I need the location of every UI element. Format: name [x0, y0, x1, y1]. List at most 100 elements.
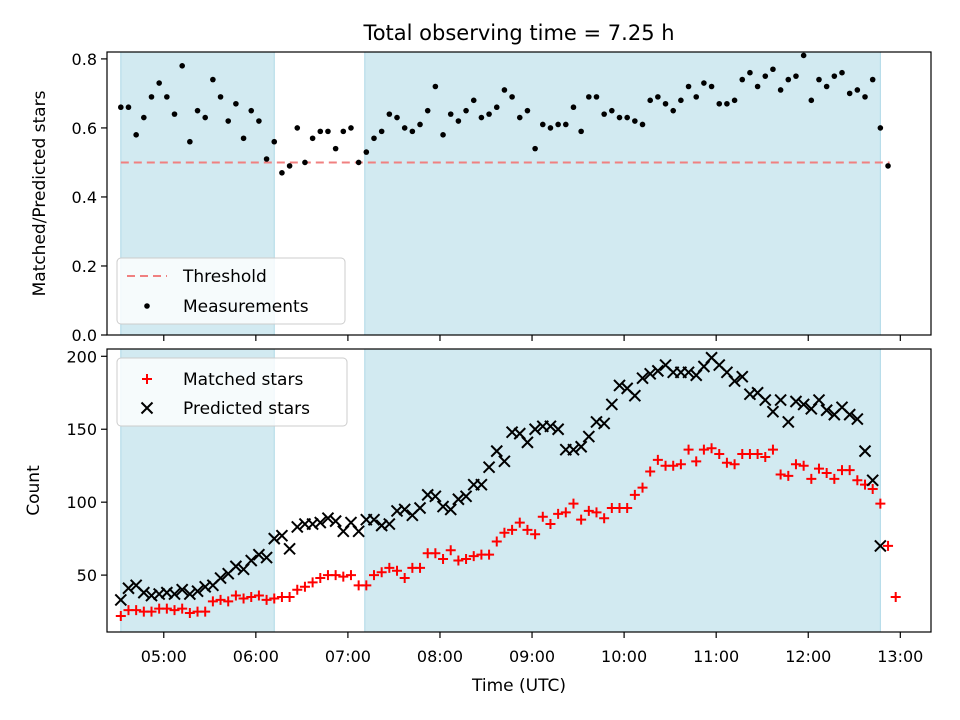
x-tick-label: 08:00	[417, 647, 463, 666]
predicted-point	[191, 584, 204, 598]
matched-point	[253, 590, 264, 601]
legend-predicted-swatch	[140, 401, 154, 415]
predicted-point	[367, 513, 381, 526]
predicted-point	[728, 374, 741, 388]
predicted-point	[214, 571, 227, 585]
predicted-point	[275, 529, 289, 542]
measurement-point	[417, 121, 423, 128]
shaded-interval	[364, 51, 881, 336]
predicted-point	[866, 474, 879, 487]
matched-point	[568, 498, 579, 509]
measurement-point	[256, 118, 262, 124]
measurement-point	[325, 128, 331, 135]
predicted-point	[245, 554, 258, 567]
matched-point	[146, 606, 157, 617]
predicted-point	[398, 503, 411, 516]
measurement-point	[831, 73, 838, 79]
measurement-point	[363, 149, 370, 155]
measurement-point	[601, 111, 607, 117]
predicted-point	[329, 514, 342, 528]
predicted-point	[789, 395, 803, 408]
matched-point	[821, 467, 832, 478]
measurement-point	[616, 114, 623, 121]
measurement-point	[171, 111, 178, 117]
legend-measurement-label: Measurements	[183, 297, 309, 317]
measurement-point	[463, 107, 469, 114]
y-axis-label: Count	[24, 465, 44, 516]
matched-point	[177, 603, 188, 614]
measurement-point	[455, 118, 462, 124]
y-tick-label: 0.8	[72, 50, 97, 69]
legend: Threshold Measurements	[116, 257, 346, 325]
measurement-point	[609, 107, 615, 114]
measurement-point	[578, 128, 584, 135]
measurement-point	[386, 111, 393, 117]
measurement-point	[563, 121, 569, 128]
shaded-interval	[364, 348, 881, 633]
measurement-point	[716, 100, 723, 107]
predicted-point	[452, 493, 465, 506]
matched-point	[315, 573, 326, 584]
measurement-point	[862, 94, 868, 100]
measurement-point	[279, 169, 285, 176]
matched-point	[668, 460, 679, 471]
matched-point	[161, 603, 172, 614]
measurement-point	[179, 63, 185, 69]
matched-point	[629, 489, 640, 500]
predicted-point	[321, 512, 335, 525]
matched-point	[453, 555, 464, 566]
measurement-point	[647, 97, 653, 104]
predicted-point	[605, 398, 619, 411]
measurement-point	[125, 104, 132, 111]
measurement-point	[371, 135, 377, 142]
predicted-point	[413, 501, 427, 515]
measurement-point	[210, 76, 216, 83]
predicted-point	[114, 593, 128, 607]
measurement-point	[217, 94, 224, 100]
measurement-point	[194, 107, 201, 114]
measurement-point	[263, 156, 270, 162]
predicted-point	[851, 412, 864, 426]
matched-point	[783, 470, 794, 481]
chart-title: Total observing time = 7.25 h	[362, 21, 674, 45]
measurement-point	[754, 83, 761, 90]
measurement-point	[509, 94, 515, 100]
predicted-point	[759, 393, 772, 407]
measurement-point	[202, 114, 209, 121]
measurement-point	[839, 69, 845, 76]
matched-point	[207, 596, 218, 607]
measurement-point	[785, 76, 792, 83]
measurement-point	[555, 121, 561, 128]
predicted-point	[858, 444, 872, 458]
measurement-point	[724, 100, 730, 107]
matched-point	[445, 545, 456, 556]
legend: Matched stars Predicted stars	[116, 357, 348, 427]
x-tick-label: 05:00	[141, 647, 187, 666]
measurement-point	[570, 104, 577, 111]
measurement-point	[332, 145, 339, 152]
legend-box	[116, 257, 346, 325]
matched-point	[591, 507, 602, 518]
measurement-point	[271, 138, 278, 145]
matched-point	[238, 593, 249, 604]
measurement-point	[885, 163, 891, 169]
y-tick-label: 0.4	[72, 188, 97, 207]
matched-point	[844, 465, 855, 476]
measurement-point	[294, 125, 301, 131]
matched-point	[330, 570, 341, 581]
measurement-point	[770, 66, 776, 73]
matched-point	[345, 570, 356, 581]
matched-point	[806, 473, 817, 484]
predicted-point	[183, 587, 197, 601]
predicted-point	[774, 393, 787, 407]
predicted-point	[352, 525, 365, 538]
matched-point	[875, 498, 886, 509]
predicted-point	[528, 423, 542, 436]
measurement-point	[593, 94, 600, 100]
measurement-point	[670, 107, 677, 114]
measurement-point	[240, 135, 247, 142]
predicted-point	[482, 460, 496, 474]
measurement-point	[133, 132, 139, 138]
measurement-point	[655, 94, 661, 100]
